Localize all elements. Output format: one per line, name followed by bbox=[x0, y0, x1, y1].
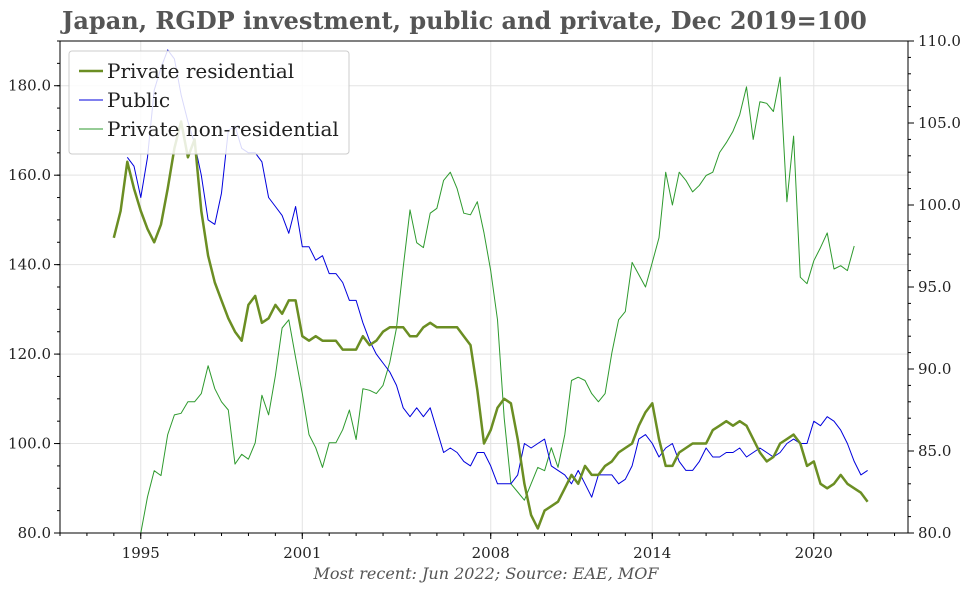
y-right-tick-label: 95.0 bbox=[918, 278, 951, 296]
y-right-tick-label: 100.0 bbox=[918, 196, 961, 214]
y-right-tick-label: 85.0 bbox=[918, 442, 951, 460]
y-left-tick-label: 80.0 bbox=[18, 524, 51, 542]
legend: Private residential Public Private non-res… bbox=[68, 50, 350, 155]
x-tick-label: 2020 bbox=[795, 544, 833, 562]
axes: 1995 2001 2008 2014 2020 80.0 100.0 120.0 140.0 1… bbox=[8, 32, 961, 562]
y-left-tick-label: 140.0 bbox=[8, 256, 51, 274]
x-tick-label: 2008 bbox=[472, 544, 510, 562]
legend-label: Public bbox=[107, 88, 170, 112]
y-right-tick-label: 105.0 bbox=[918, 114, 961, 132]
y-left-tick-label: 180.0 bbox=[8, 77, 51, 95]
legend-box bbox=[68, 50, 350, 155]
legend-label: Private non-residential bbox=[107, 117, 339, 141]
series-line-private-residential bbox=[112, 120, 869, 530]
y-right-tick-label: 90.0 bbox=[918, 360, 951, 378]
x-tick-label: 2014 bbox=[633, 544, 671, 562]
x-tick-label: 1995 bbox=[122, 544, 160, 562]
legend-label: Private residential bbox=[107, 59, 294, 83]
y-left-tick-label: 160.0 bbox=[8, 166, 51, 184]
y-left-tick-label: 100.0 bbox=[8, 435, 51, 453]
series-line-private-non-residential bbox=[140, 76, 855, 533]
gridlines bbox=[60, 41, 908, 534]
chart-title: Japan, RGDP investment, public and priva… bbox=[62, 6, 867, 35]
chart-footer: Most recent: Jun 2022; Source: EAE, MOF bbox=[313, 564, 659, 583]
y-right-tick-label: 110.0 bbox=[918, 32, 961, 50]
y-left-tick-label: 120.0 bbox=[8, 345, 51, 363]
y-right-tick-label: 80.0 bbox=[918, 524, 951, 542]
x-tick-label: 2001 bbox=[283, 544, 321, 562]
